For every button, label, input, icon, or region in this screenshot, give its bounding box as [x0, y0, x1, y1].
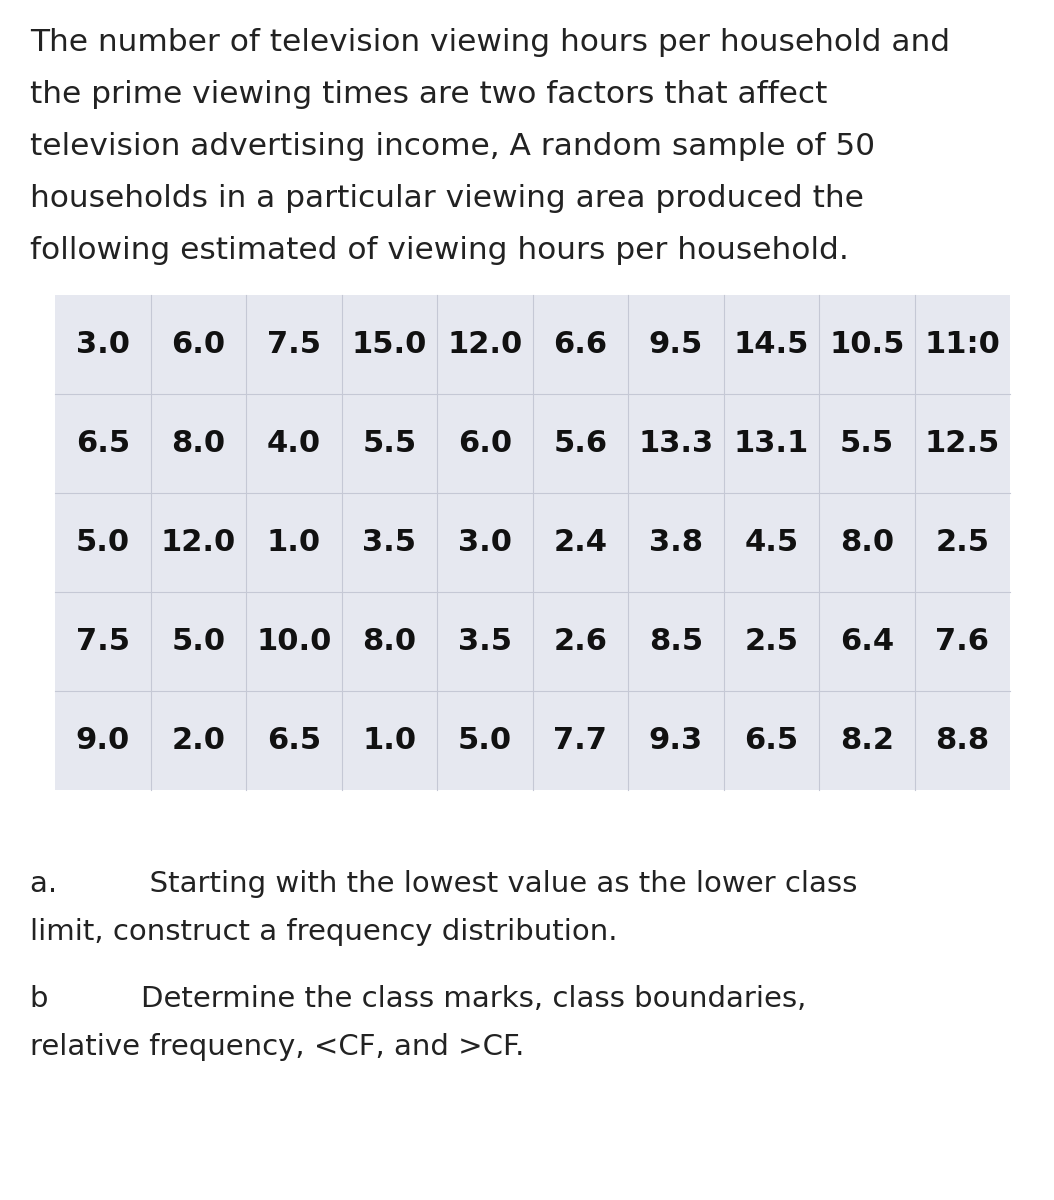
Text: 2.5: 2.5 [935, 528, 990, 557]
Text: a.          Starting with the lowest value as the lower class: a. Starting with the lowest value as the… [30, 870, 857, 898]
Text: 9.5: 9.5 [648, 330, 703, 359]
Text: 11:0: 11:0 [924, 330, 1000, 359]
Text: 12.0: 12.0 [447, 330, 523, 359]
Text: 5.5: 5.5 [363, 428, 416, 458]
Bar [55, 295, 1010, 790]
Text: 5.0: 5.0 [76, 528, 130, 557]
Text: 2.5: 2.5 [744, 626, 798, 656]
Text: 7.5: 7.5 [267, 330, 320, 359]
Text: 8.2: 8.2 [840, 726, 894, 755]
Text: 15.0: 15.0 [352, 330, 427, 359]
Text: 12.0: 12.0 [160, 528, 236, 557]
Text: 8.8: 8.8 [935, 726, 990, 755]
Text: 8.0: 8.0 [840, 528, 894, 557]
Text: 5.0: 5.0 [171, 626, 226, 656]
Text: 5.0: 5.0 [457, 726, 512, 755]
Text: 3.0: 3.0 [457, 528, 512, 557]
Text: television advertising income, A random sample of 50: television advertising income, A random … [30, 132, 875, 161]
Text: 3.8: 3.8 [649, 528, 703, 557]
Text: 6.0: 6.0 [457, 428, 512, 458]
Text: 10.0: 10.0 [256, 626, 331, 656]
Text: 8.5: 8.5 [648, 626, 703, 656]
Text: the prime viewing times are two factors that affect: the prime viewing times are two factors … [30, 80, 827, 109]
Text: 7.5: 7.5 [76, 626, 130, 656]
Text: 12.5: 12.5 [924, 428, 1000, 458]
Text: b          Determine the class marks, class boundaries,: b Determine the class marks, class bound… [30, 985, 806, 1013]
Text: 14.5: 14.5 [734, 330, 808, 359]
Text: 1.0: 1.0 [267, 528, 320, 557]
Text: 3.0: 3.0 [76, 330, 130, 359]
Text: 9.3: 9.3 [648, 726, 703, 755]
Text: 3.5: 3.5 [363, 528, 416, 557]
Text: 2.6: 2.6 [553, 626, 607, 656]
Text: 6.4: 6.4 [840, 626, 894, 656]
Text: 9.0: 9.0 [76, 726, 130, 755]
Text: 2.0: 2.0 [171, 726, 226, 755]
Text: 3.5: 3.5 [457, 626, 512, 656]
Text: 10.5: 10.5 [829, 330, 904, 359]
Text: relative frequency, <CF, and >CF.: relative frequency, <CF, and >CF. [30, 1033, 525, 1061]
Text: 13.1: 13.1 [734, 428, 808, 458]
Text: 2.4: 2.4 [553, 528, 607, 557]
Text: 8.0: 8.0 [171, 428, 226, 458]
Text: 1.0: 1.0 [363, 726, 416, 755]
Text: 6.5: 6.5 [744, 726, 798, 755]
Text: 8.0: 8.0 [363, 626, 416, 656]
Text: 6.5: 6.5 [267, 726, 320, 755]
Text: 7.7: 7.7 [553, 726, 607, 755]
Text: 6.0: 6.0 [171, 330, 226, 359]
Text: 5.5: 5.5 [840, 428, 894, 458]
Text: 4.5: 4.5 [744, 528, 798, 557]
Text: households in a particular viewing area produced the: households in a particular viewing area … [30, 184, 864, 214]
Text: 13.3: 13.3 [638, 428, 714, 458]
Text: 7.6: 7.6 [935, 626, 990, 656]
Text: The number of television viewing hours per household and: The number of television viewing hours p… [30, 28, 950, 56]
Text: 6.6: 6.6 [553, 330, 607, 359]
Text: 5.6: 5.6 [553, 428, 607, 458]
Text: 6.5: 6.5 [76, 428, 130, 458]
Text: limit, construct a frequency distribution.: limit, construct a frequency distributio… [30, 918, 618, 946]
Text: 4.0: 4.0 [267, 428, 320, 458]
Text: following estimated of viewing hours per household.: following estimated of viewing hours per… [30, 236, 848, 265]
